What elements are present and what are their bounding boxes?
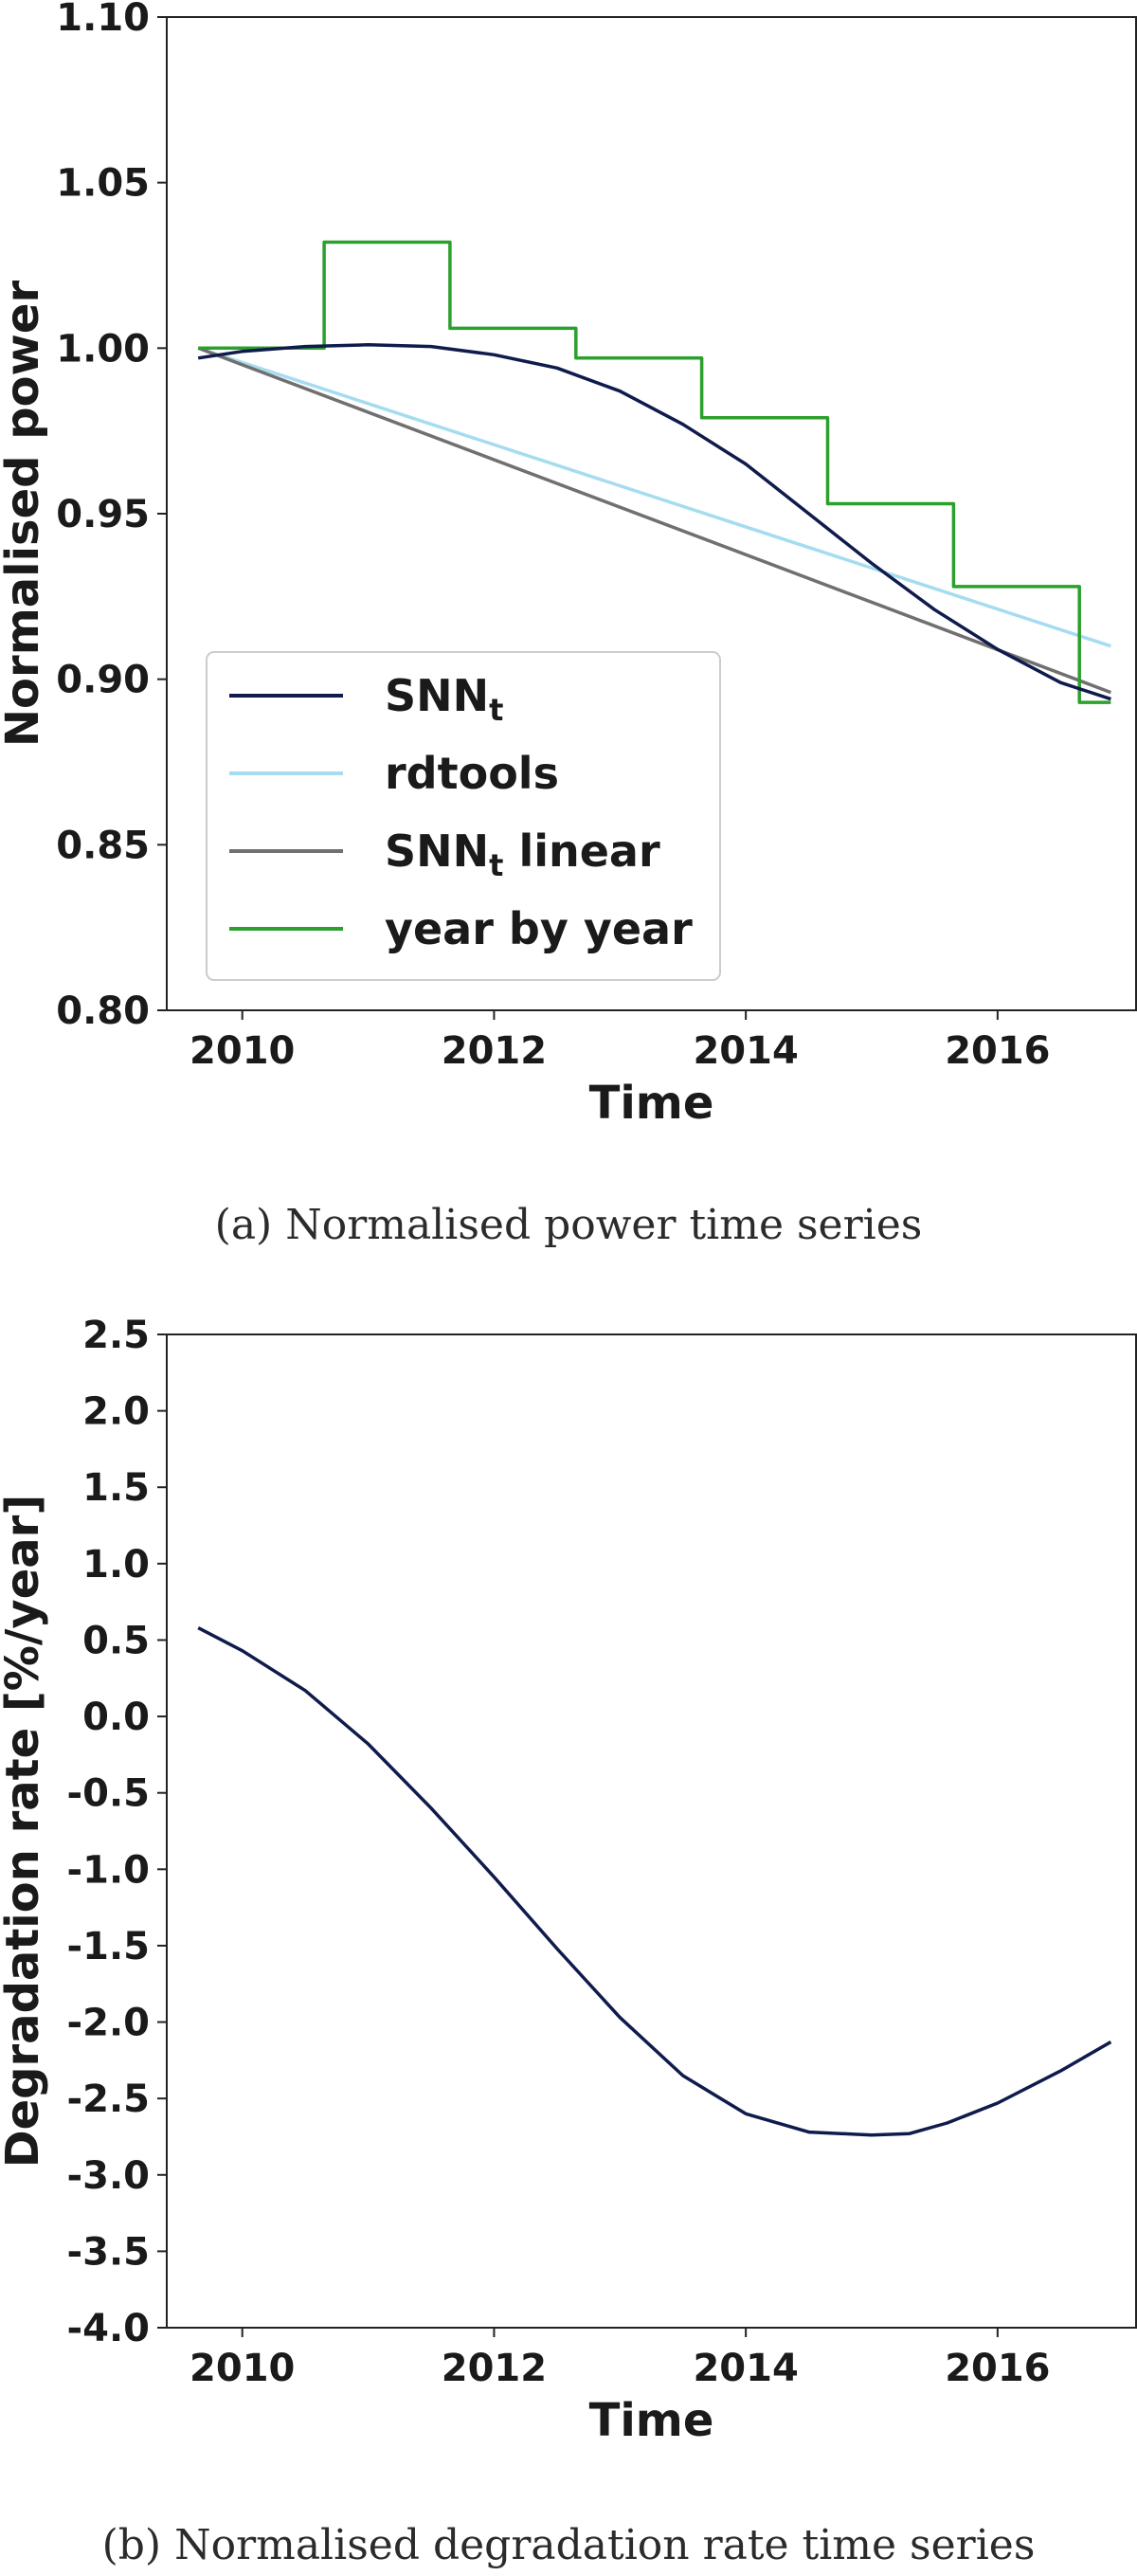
y-axis-label: Normalised power — [0, 281, 49, 748]
x-tick-label: 2012 — [442, 2347, 547, 2390]
x-tick-label: 2010 — [190, 1029, 295, 1073]
y-tick-label: 0.5 — [82, 1619, 150, 1662]
series-line-0 — [197, 1626, 1112, 2137]
y-tick-label: 0.0 — [82, 1696, 150, 1739]
y-tick-label: 1.05 — [56, 162, 150, 206]
plot-frame — [166, 1333, 1137, 2329]
series-line-0 — [197, 343, 1111, 701]
y-tick-label: -0.5 — [67, 1772, 150, 1816]
y-tick-label: -1.5 — [67, 1925, 150, 1968]
y-tick-label: -3.5 — [67, 2230, 150, 2274]
chart-panel-a: 2010 2012 2014 2016 0.80 0.85 0.90 0.95 1.00 1.05… — [0, 0, 1137, 1249]
legend-label-suffix: linear — [503, 825, 660, 877]
y-tick-label: 1.0 — [82, 1543, 150, 1587]
x-tick-label: 2010 — [190, 2347, 295, 2390]
legend-item-1: rdtools — [229, 748, 559, 799]
x-tick-label: 2014 — [693, 1029, 798, 1073]
y-tick-label: 2.5 — [82, 1314, 150, 1357]
x-tick-label: 2016 — [945, 1029, 1050, 1073]
legend-label: SNNt — [385, 670, 503, 728]
legend-label: rdtools — [385, 748, 559, 799]
legend-item-0: SNNt — [229, 670, 503, 728]
y-tick-label: 1.10 — [56, 0, 150, 40]
y-tick-label: -2.5 — [67, 2077, 150, 2121]
figure-caption: (b) Normalised degradation rate time ser… — [102, 2521, 1036, 2569]
x-tick-label: 2012 — [442, 1029, 547, 1073]
x-tick-label: 2014 — [693, 2347, 798, 2390]
y-tick-label: -2.0 — [67, 2002, 150, 2045]
legend-label-subscript: t — [489, 692, 503, 728]
y-tick-label: -3.0 — [67, 2154, 150, 2198]
y-tick-label: 0.95 — [56, 493, 150, 536]
y-tick-label: 0.90 — [56, 659, 150, 702]
figure-caption: (a) Normalised power time series — [215, 1201, 923, 1249]
legend-label-text: year by year — [385, 903, 693, 954]
y-tick-label: 1.00 — [56, 327, 150, 371]
y-tick-label: 1.5 — [82, 1466, 150, 1510]
legend-item-3: year by year — [229, 903, 693, 954]
chart-panel-b: 2010 2012 2014 2016 2.5 2.0 1.5 1.0 0.5 0.0 -0.5 -1… — [0, 1314, 1137, 2569]
legend-label-subscript: t — [489, 847, 503, 883]
x-tick-label: 2016 — [945, 2347, 1050, 2390]
y-tick-label: -4.0 — [67, 2307, 150, 2350]
legend-box — [206, 651, 721, 981]
legend-label-text: SNN — [385, 670, 489, 721]
series-line-3 — [198, 240, 1111, 704]
legend-label: year by year — [385, 903, 693, 954]
y-axis-label: Degradation rate [%/year] — [0, 1495, 49, 2168]
legend-label: SNNt linear — [385, 825, 660, 883]
y-tick-label: 0.80 — [56, 989, 150, 1033]
x-axis-label: Time — [589, 2394, 714, 2447]
y-tick-label: 2.0 — [82, 1390, 150, 1434]
legend-label-text: rdtools — [385, 748, 559, 799]
y-tick-label: 0.85 — [56, 824, 150, 867]
y-tick-label: -1.0 — [67, 1848, 150, 1892]
series-line-1 — [197, 346, 1111, 648]
legend-item-2: SNNt linear — [229, 825, 660, 883]
series-line-2 — [197, 346, 1112, 695]
legend-label-text: SNN — [385, 825, 489, 877]
x-axis-label: Time — [589, 1077, 714, 1130]
